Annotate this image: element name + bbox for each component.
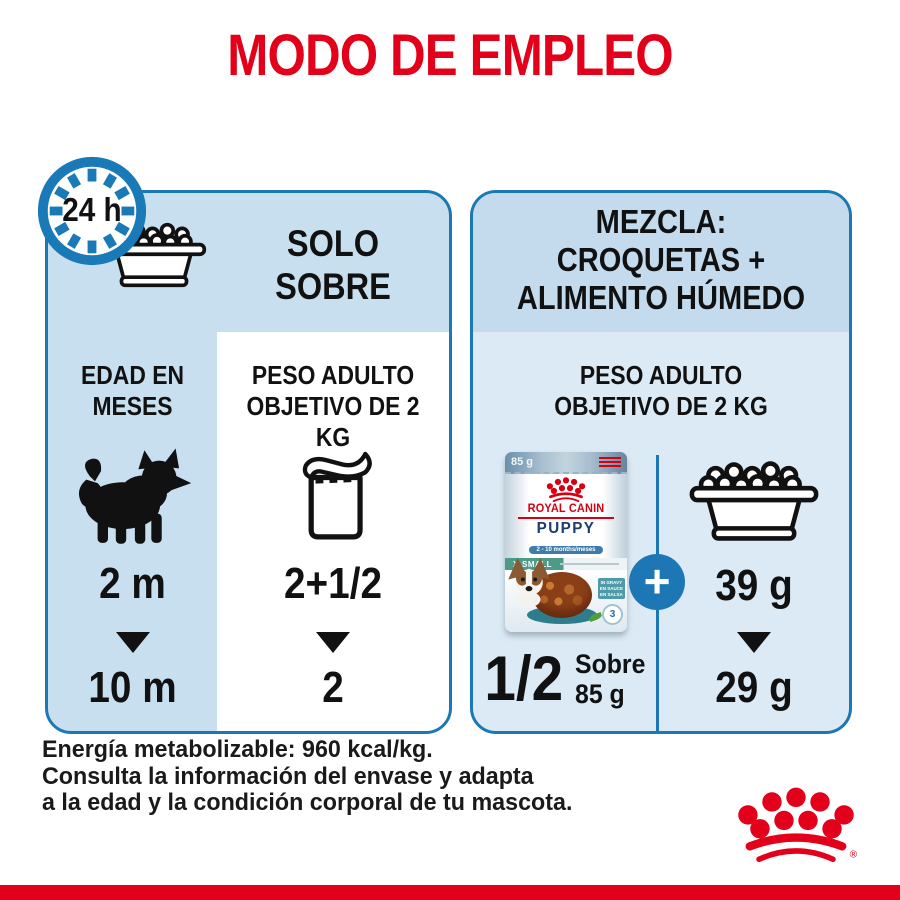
mix-panel-title: MEZCLA: CROQUETAS + ALIMENTO HÚMEDO	[496, 203, 827, 317]
footer-line1: Energía metabolizable: 960 kcal/kg.	[42, 736, 433, 763]
pouch-number-badge: 3	[602, 604, 623, 625]
pouch-size-band: X-SMALL	[505, 558, 627, 570]
royal-canin-logo: ®	[735, 787, 857, 865]
pouch-from-value: 2+1/2	[284, 559, 382, 608]
pouch-column-header: PESO ADULTO OBJETIVO DE 2 KG	[231, 360, 435, 453]
pouch-size-label: X-SMALL	[513, 559, 553, 569]
puppy-silhouette-icon	[60, 443, 208, 551]
clock-24h-icon: 24 h	[33, 152, 151, 270]
pouch-range-name: PUPPY	[536, 520, 596, 537]
kibble-bowl-icon	[673, 458, 835, 544]
mix-title-line2: CROQUETAS +	[556, 241, 766, 278]
royal-canin-crown-icon	[546, 477, 586, 503]
page-title: MODO DE EMPLEO	[227, 23, 673, 88]
dry-arrow-down-icon	[659, 632, 849, 653]
left-panel-title: SOLO SOBRE	[231, 222, 435, 308]
pouch-header-line1: PESO ADULTO	[251, 360, 415, 390]
product-pouch-image: 85 g ROYAL CANIN PUPPY 2 - 10	[505, 452, 627, 632]
footer-line3: a la edad y la condición corporal de tu …	[42, 789, 573, 816]
left-panel-title-line2: SOBRE	[275, 266, 391, 307]
age-header-line2: MESES	[92, 391, 173, 421]
footer-line2: Consulta la información del envase y ada…	[42, 762, 534, 790]
clock-icon	[37, 156, 147, 266]
wet-amount-unit: Sobre 85 g	[575, 649, 645, 709]
pouch-weight-label: 85 g	[511, 456, 534, 468]
open-pouch-icon	[217, 439, 449, 551]
wet-unit-line2: 85 g	[575, 679, 625, 709]
mix-panel-header-band	[473, 193, 849, 332]
age-to-value: 10 m	[88, 663, 177, 712]
pouch-top-band: 85 g	[505, 452, 627, 474]
age-header-line1: EDAD EN	[81, 360, 184, 390]
footer-note: Energía metabolizable: 960 kcal/kg. Cons…	[42, 736, 573, 817]
mix-subtitle: PESO ADULTO OBJETIVO DE 2 KG	[496, 360, 827, 422]
panel-mix: MEZCLA: CROQUETAS + ALIMENTO HÚMEDO PESO…	[470, 190, 852, 734]
mix-title-line3: ALIMENTO HÚMEDO	[516, 279, 806, 316]
pouch-age-range: 2 - 10 months/meses	[529, 546, 603, 554]
pouch-brand-name: ROYAL CANIN	[527, 503, 605, 515]
pouch-to-value: 2	[322, 663, 344, 712]
registered-mark: ®	[850, 849, 857, 860]
texture-line3: EN SALSA	[599, 592, 623, 597]
clock-label: 24 h	[62, 191, 122, 228]
mix-subtitle-line1: PESO ADULTO	[579, 360, 743, 390]
pouch-arrow-down-icon	[217, 632, 449, 653]
bottom-red-bar	[0, 885, 900, 900]
pouch-header-line2: OBJETIVO DE 2 KG	[246, 391, 420, 452]
wet-amount-value: 1/2	[484, 644, 564, 714]
pouch-brand-rule	[518, 517, 614, 519]
age-column-header: EDAD EN MESES	[58, 360, 207, 422]
plus-icon: +	[629, 554, 685, 610]
panel-wet-only: SOLO SOBRE EDAD EN MESES PESO ADULTO OBJ…	[45, 190, 452, 734]
pouch-size-fineprint	[560, 563, 619, 565]
wet-amount-row: 1/2 Sobre 85 g	[473, 643, 659, 715]
dry-from-value: 39 g	[715, 561, 793, 610]
dry-to-value: 29 g	[715, 663, 793, 712]
age-arrow-down-icon	[48, 632, 217, 653]
texture-line1: IN GRAVY	[600, 580, 623, 585]
left-panel-title-line1: SOLO	[286, 223, 380, 264]
mix-title-line1: MEZCLA:	[595, 203, 727, 240]
pouch-front-panel: ROYAL CANIN PUPPY 2 - 10 months/meses X-…	[505, 474, 627, 632]
texture-line2: EN SAUCE	[599, 586, 623, 591]
texture-chip: IN GRAVY EN SAUCE EN SALSA	[597, 578, 625, 599]
wet-unit-line1: Sobre	[575, 649, 646, 679]
pouch-fineprint-lines	[599, 457, 621, 467]
age-from-value: 2 m	[99, 559, 166, 608]
mix-subtitle-line2: OBJETIVO DE 2 KG	[554, 391, 768, 421]
papillon-puppy-photo	[508, 558, 550, 606]
